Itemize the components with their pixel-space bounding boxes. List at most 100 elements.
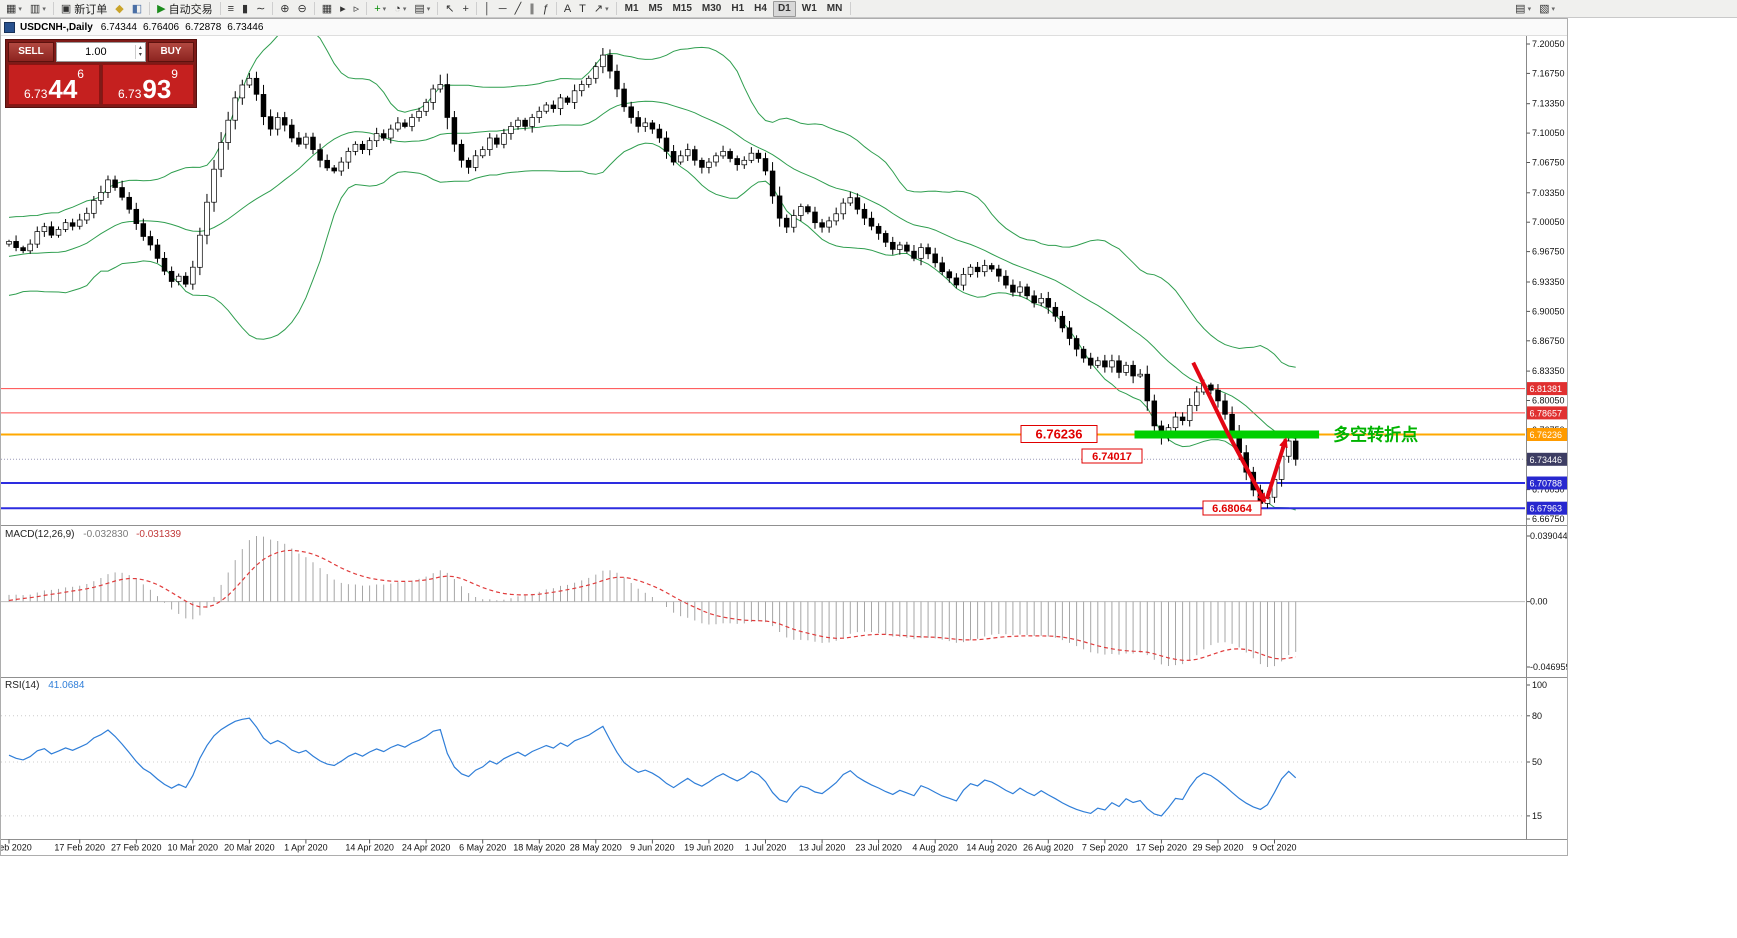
text-label-icon[interactable]: T	[579, 2, 586, 15]
price-pane[interactable]	[1, 26, 1525, 512]
timeframe-M15[interactable]: M15	[672, 3, 692, 14]
date-label: 17 Sep 2020	[1136, 843, 1187, 853]
zoom-in-icon[interactable]: ⊕	[280, 2, 290, 15]
rsi-pane[interactable]: 100 80 50 15	[1, 677, 1547, 840]
sell-price[interactable]: 6.73 44 6	[8, 64, 100, 105]
chevron-down-icon: ▾	[605, 5, 609, 13]
chevron-down-icon: ▾	[1551, 5, 1555, 13]
timeframe-H4[interactable]: H4	[754, 3, 767, 14]
timeframe-W1[interactable]: W1	[801, 3, 817, 14]
text-icon[interactable]: A	[563, 2, 572, 15]
date-label: 14 Apr 2020	[345, 843, 394, 853]
toolbar-group: ▤ ▾ ▧ ▾	[1511, 0, 1559, 18]
date-label: 20 Mar 2020	[224, 843, 275, 853]
price-tick: 6.66750	[1532, 514, 1565, 524]
volume-down-icon[interactable]: ▾	[138, 52, 142, 58]
fibonacci-icon[interactable]: ƒ	[542, 2, 549, 15]
ohlc-low: 6.72878	[185, 21, 222, 33]
rsi-scale-tick: 80	[1532, 711, 1542, 721]
toolbar-separator	[475, 2, 477, 15]
autoscroll-icon[interactable]: ▸	[340, 2, 346, 15]
rsi-value: 41.0684	[48, 680, 85, 691]
price-tick: 6.86750	[1532, 336, 1565, 346]
objects-list-icon[interactable]: ▧ ▾	[1539, 2, 1555, 15]
profiles-icon[interactable]: ▥ ▾	[29, 2, 46, 15]
date-label: 19 Jun 2020	[684, 843, 734, 853]
macd-indicator-label: MACD(12,26,9) -0.032830 -0.031339	[5, 529, 181, 540]
price-level-badge: 6.76236	[1530, 430, 1563, 440]
price-annotation-box[interactable]	[1202, 500, 1262, 516]
channel-icon[interactable]: ∥	[529, 2, 535, 15]
metaeditor-icon[interactable]: ◆	[115, 2, 124, 15]
bars-chart-icon[interactable]: ≡	[227, 2, 235, 15]
trendline-icon[interactable]: ╱	[514, 2, 522, 15]
chevron-down-icon: ▾	[42, 5, 46, 13]
cursor-icon[interactable]: ↖	[445, 2, 455, 15]
toolbar-separator	[437, 2, 439, 15]
indicators-add-icon[interactable]: + ▾	[374, 2, 387, 15]
templates-icon[interactable]: ▤ ▾	[414, 2, 431, 15]
volume-up-icon[interactable]: ▴	[138, 45, 142, 51]
toolbar-group: ▶ 自动交易	[153, 0, 216, 18]
price-annotation-label: 6.74017	[1092, 451, 1132, 463]
timeframe-D1[interactable]: D1	[772, 0, 796, 17]
new-chart-icon[interactable]: ▦ ▾	[6, 2, 22, 15]
timeframe-M1[interactable]: M1	[624, 3, 639, 14]
ohlc-high: 6.76406	[142, 21, 180, 33]
crosshair-icon[interactable]: +	[462, 2, 469, 15]
macd-scale-tick: 0.039044	[1530, 531, 1568, 541]
sell-price-big: 44	[48, 74, 78, 104]
date-label: 1 Apr 2020	[284, 843, 328, 853]
autotrade-icon[interactable]: ▶ 自动交易	[157, 2, 213, 16]
price-annotation-box[interactable]	[1020, 425, 1098, 443]
date-label: 4 Aug 2020	[912, 843, 958, 853]
timeframe-M30[interactable]: M30	[701, 3, 722, 14]
ohlc-open: 6.74344	[100, 21, 137, 33]
macd-name: MACD(12,26,9)	[5, 529, 75, 540]
arrows-icon[interactable]: ↗ ▾	[593, 2, 609, 15]
time-scale[interactable]: 3 Feb 2020 17 Feb 2020 27 Feb 2020 10 Mar 2…	[1, 839, 1297, 853]
chart-area[interactable]: 多空转折点 6.76236 6.74017 6.68064 7.20050 7.16750…	[1, 19, 1568, 856]
up-arrow[interactable]	[1264, 437, 1288, 500]
new-order-icon[interactable]: ▣ 新订单	[60, 2, 108, 16]
periods-icon[interactable]: ◔ ▾	[394, 2, 407, 15]
price-tick: 7.10050	[1532, 128, 1565, 138]
price-annotation-box[interactable]	[1081, 448, 1143, 464]
toolbar-group: ▣ 新订单 ◆ ◧	[57, 0, 146, 18]
vertical-line-icon[interactable]: │	[483, 2, 491, 15]
candlestick-chart-icon[interactable]: ▮	[242, 2, 249, 15]
timeframe-H1[interactable]: H1	[731, 3, 745, 14]
toolbar-separator	[52, 2, 54, 15]
timeframe-MN[interactable]: MN	[826, 3, 843, 14]
toolbar-separator	[615, 2, 617, 15]
volume-input[interactable]	[57, 43, 135, 61]
price-tick: 7.20050	[1532, 39, 1565, 49]
terminal-icon[interactable]: ◧	[131, 2, 143, 15]
bollinger-upper-band	[8, 35, 1296, 368]
price-tick: 6.83350	[1532, 366, 1565, 376]
price-scale[interactable]: 7.20050 7.16750 7.13350 7.10050 7.06750 7.033…	[1526, 35, 1569, 840]
grid-icon[interactable]: ▦	[321, 2, 333, 15]
timeframe-M5[interactable]: M5	[648, 3, 663, 14]
price-level-badge: 6.73446	[1530, 455, 1563, 465]
macd-pane[interactable]: 0.039044 0.00 -0.046959	[1, 525, 1568, 678]
toolbar-group: A T ↗ ▾	[560, 0, 613, 18]
indicator-windows-icon[interactable]: ▤ ▾	[1515, 2, 1532, 15]
toolbar-group: ▦ ▸ ▹	[318, 0, 363, 18]
horizontal-line-icon[interactable]: ─	[498, 2, 507, 15]
volume-field: ▴ ▾	[56, 42, 146, 62]
zoom-out-icon[interactable]: ⊖	[297, 2, 307, 15]
price-tick: 6.80050	[1532, 396, 1565, 406]
sell-button[interactable]: SELL	[8, 42, 54, 62]
date-label: 29 Sep 2020	[1192, 843, 1243, 853]
toolbar-group: ▦ ▾ ▥ ▾	[2, 0, 50, 18]
down-arrow[interactable]	[1191, 361, 1267, 504]
line-chart-icon[interactable]: ∼	[256, 2, 266, 15]
buy-button[interactable]: BUY	[148, 42, 194, 62]
chart-shift-icon[interactable]: ▹	[353, 2, 360, 15]
buy-price[interactable]: 6.73 93 9	[102, 64, 194, 105]
rsi-scale-tick: 50	[1532, 757, 1542, 767]
chevron-down-icon: ▾	[402, 5, 407, 13]
toolbar-separator	[555, 2, 557, 15]
rsi-scale-tick: 15	[1532, 811, 1542, 821]
